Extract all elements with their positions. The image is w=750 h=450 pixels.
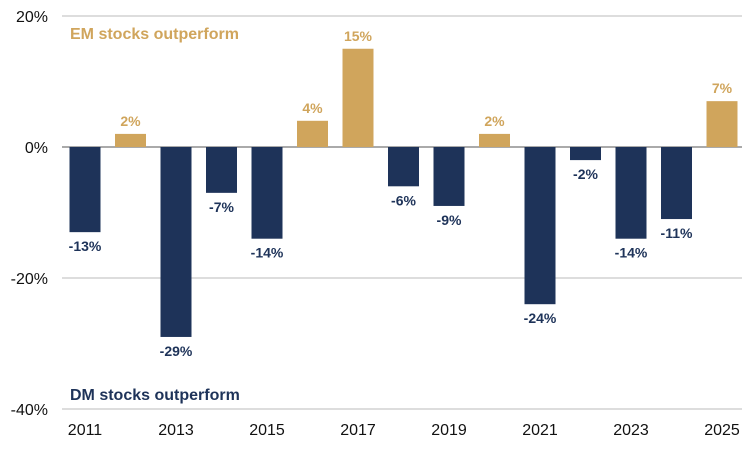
bar-2011 (69, 147, 101, 233)
x-tick-label-2025: 2025 (704, 422, 740, 439)
y-tick-label: -20% (11, 271, 48, 288)
data-label-2018: -6% (391, 192, 416, 208)
bar-2020 (479, 133, 510, 147)
bar-2014 (206, 147, 237, 193)
bars (69, 48, 738, 337)
bar-2023 (615, 147, 647, 239)
data-label-2020: 2% (484, 113, 505, 129)
annotation-em-outperform: EM stocks outperform (70, 26, 239, 43)
x-tick-label-2015: 2015 (249, 422, 285, 439)
data-labels: -13% 2% -29% -7% -14% 4% 15% -6% -9% 2% -24% -2% -14… (69, 28, 733, 359)
x-tick-label-2023: 2023 (613, 422, 649, 439)
bar-2013 (160, 147, 192, 337)
data-label-2016: 4% (302, 100, 323, 116)
data-label-2014: -7% (209, 199, 234, 215)
bar-2025 (706, 101, 738, 147)
data-label-2013: -29% (160, 343, 193, 359)
data-label-2025: 7% (712, 80, 733, 96)
x-tick-label-2011: 2011 (68, 422, 103, 439)
data-label-2022: -2% (573, 166, 598, 182)
x-tick-label-2013: 2013 (158, 422, 194, 439)
data-label-2024: -11% (661, 225, 693, 241)
bar-2019 (433, 147, 465, 206)
y-tick-label: 20% (16, 9, 48, 26)
data-label-2021: -24% (524, 310, 557, 326)
axes: 20% 0% -20% -40% 2011 2013 2015 2017 2019 2021 202… (11, 9, 740, 439)
bar-2024 (661, 147, 692, 220)
data-label-2011: -13% (69, 238, 102, 254)
data-label-2012: 2% (120, 113, 141, 129)
bar-2015 (251, 147, 283, 239)
y-tick-label: 0% (25, 140, 48, 157)
bar-2016 (297, 120, 328, 147)
x-tick-label-2021: 2021 (522, 422, 558, 439)
data-label-2015: -14% (251, 245, 284, 261)
x-tick-label-2019: 2019 (431, 422, 467, 439)
bar-2017 (342, 48, 374, 147)
data-label-2017: 15% (344, 28, 373, 44)
data-label-2019: -9% (437, 212, 462, 228)
bar-2012 (115, 133, 146, 147)
data-label-2023: -14% (615, 245, 648, 261)
x-tick-label-2017: 2017 (340, 422, 376, 439)
bar-2022 (570, 147, 601, 161)
annotation-dm-outperform: DM stocks outperform (70, 387, 240, 404)
y-tick-label: -40% (11, 402, 48, 419)
bar-2018 (388, 147, 419, 187)
bar-2021 (524, 147, 556, 305)
